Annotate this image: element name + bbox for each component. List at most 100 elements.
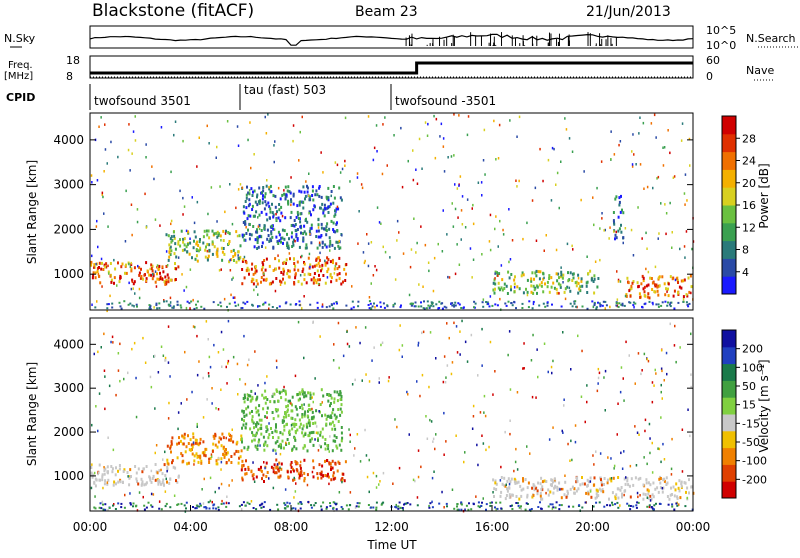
echo-cell: [171, 238, 174, 242]
echo-cell: [292, 223, 294, 227]
echo-cell: [637, 352, 640, 355]
echo-cell: [303, 403, 305, 406]
echo-cell: [315, 409, 318, 413]
echo-cell: [632, 483, 635, 487]
echo-cell: [241, 464, 244, 468]
echo-cell: [284, 411, 287, 414]
echo-cell: [421, 373, 424, 377]
echo-cell: [679, 496, 682, 500]
echo-cell: [443, 453, 445, 456]
echo-cell: [195, 507, 198, 510]
echo-cell: [280, 280, 283, 284]
echo-cell: [255, 508, 258, 511]
echo-cell: [552, 281, 555, 285]
echo-cell: [91, 475, 94, 479]
echo-cell: [107, 225, 109, 228]
echo-cell: [310, 213, 312, 217]
echo-cell: [316, 269, 319, 273]
echo-cell: [402, 252, 405, 255]
echo-cell: [289, 191, 292, 195]
echo-cell: [363, 261, 366, 265]
echo-cell: [264, 396, 267, 400]
echo-cell: [677, 291, 679, 295]
echo-cell: [261, 241, 264, 245]
echo-cell: [122, 470, 125, 473]
echo-cell: [574, 440, 577, 444]
echo-cell: [640, 372, 642, 376]
echo-cell: [277, 475, 280, 479]
echo-cell: [312, 392, 315, 396]
echo-cell: [101, 191, 104, 195]
echo-cell: [309, 303, 312, 306]
echo-cell: [456, 503, 459, 506]
echo-cell: [612, 211, 615, 214]
echo-cell: [145, 143, 147, 146]
echo-cell: [96, 179, 99, 182]
echo-cell: [135, 303, 138, 306]
echo-cell: [333, 400, 336, 404]
echo-cell: [272, 213, 275, 217]
echo-cell: [542, 179, 544, 183]
echo-cell: [283, 192, 286, 196]
echo-cell: [376, 304, 378, 307]
echo-cell: [315, 263, 318, 267]
freq-tick-bottom: 8: [66, 70, 73, 83]
echo-cell: [255, 397, 258, 401]
echo-cell: [336, 267, 339, 271]
echo-cell: [246, 217, 249, 221]
echo-cell: [247, 268, 250, 272]
echo-cell: [442, 145, 445, 148]
echo-cell: [446, 364, 449, 367]
echo-cell: [117, 502, 120, 505]
echo-cell: [472, 222, 475, 226]
echo-cell: [322, 394, 325, 398]
echo-cell: [291, 447, 294, 451]
echo-cell: [328, 227, 331, 231]
y-tick-label: 2000: [53, 425, 84, 439]
echo-cell: [162, 478, 165, 482]
echo-cell: [638, 292, 641, 296]
echo-cell: [583, 170, 585, 173]
echo-cell: [138, 287, 141, 291]
echo-cell: [290, 224, 293, 227]
echo-cell: [186, 462, 189, 466]
echo-cell: [94, 477, 97, 481]
echo-cell: [306, 425, 309, 429]
echo-cell: [586, 384, 588, 387]
echo-cell: [158, 277, 161, 281]
echo-cell: [111, 302, 114, 305]
echo-cell: [460, 209, 463, 212]
echo-cell: [177, 242, 180, 246]
echo-cell: [555, 248, 558, 252]
echo-cell: [237, 144, 240, 147]
station-title: Blackstone (fitACF): [92, 1, 254, 21]
echo-cell: [194, 325, 196, 329]
echo-cell: [335, 240, 338, 244]
echo-cell: [639, 295, 642, 299]
echo-cell: [443, 355, 446, 358]
echo-cell: [237, 461, 240, 465]
echo-cell: [155, 444, 158, 447]
echo-cell: [646, 357, 648, 361]
echo-cell: [181, 460, 184, 464]
y-tick-label: 2000: [53, 222, 84, 236]
colorbar-swatch: [722, 258, 736, 277]
echo-cell: [284, 503, 287, 506]
echo-cell: [664, 293, 667, 297]
echo-cell: [248, 411, 251, 415]
echo-cell: [562, 331, 564, 334]
echo-cell: [263, 195, 266, 199]
echo-cell: [145, 465, 148, 468]
echo-cell: [577, 334, 579, 338]
echo-cell: [271, 394, 274, 398]
echo-cell: [206, 249, 209, 253]
echo-cell: [299, 225, 302, 229]
echo-cell: [321, 305, 324, 308]
echo-cell: [492, 281, 495, 285]
echo-cell: [217, 408, 220, 411]
echo-cell: [484, 173, 486, 176]
echo-cell: [249, 121, 251, 124]
echo-cell: [536, 489, 539, 493]
echo-cell: [215, 462, 218, 466]
echo-cell: [451, 302, 454, 305]
